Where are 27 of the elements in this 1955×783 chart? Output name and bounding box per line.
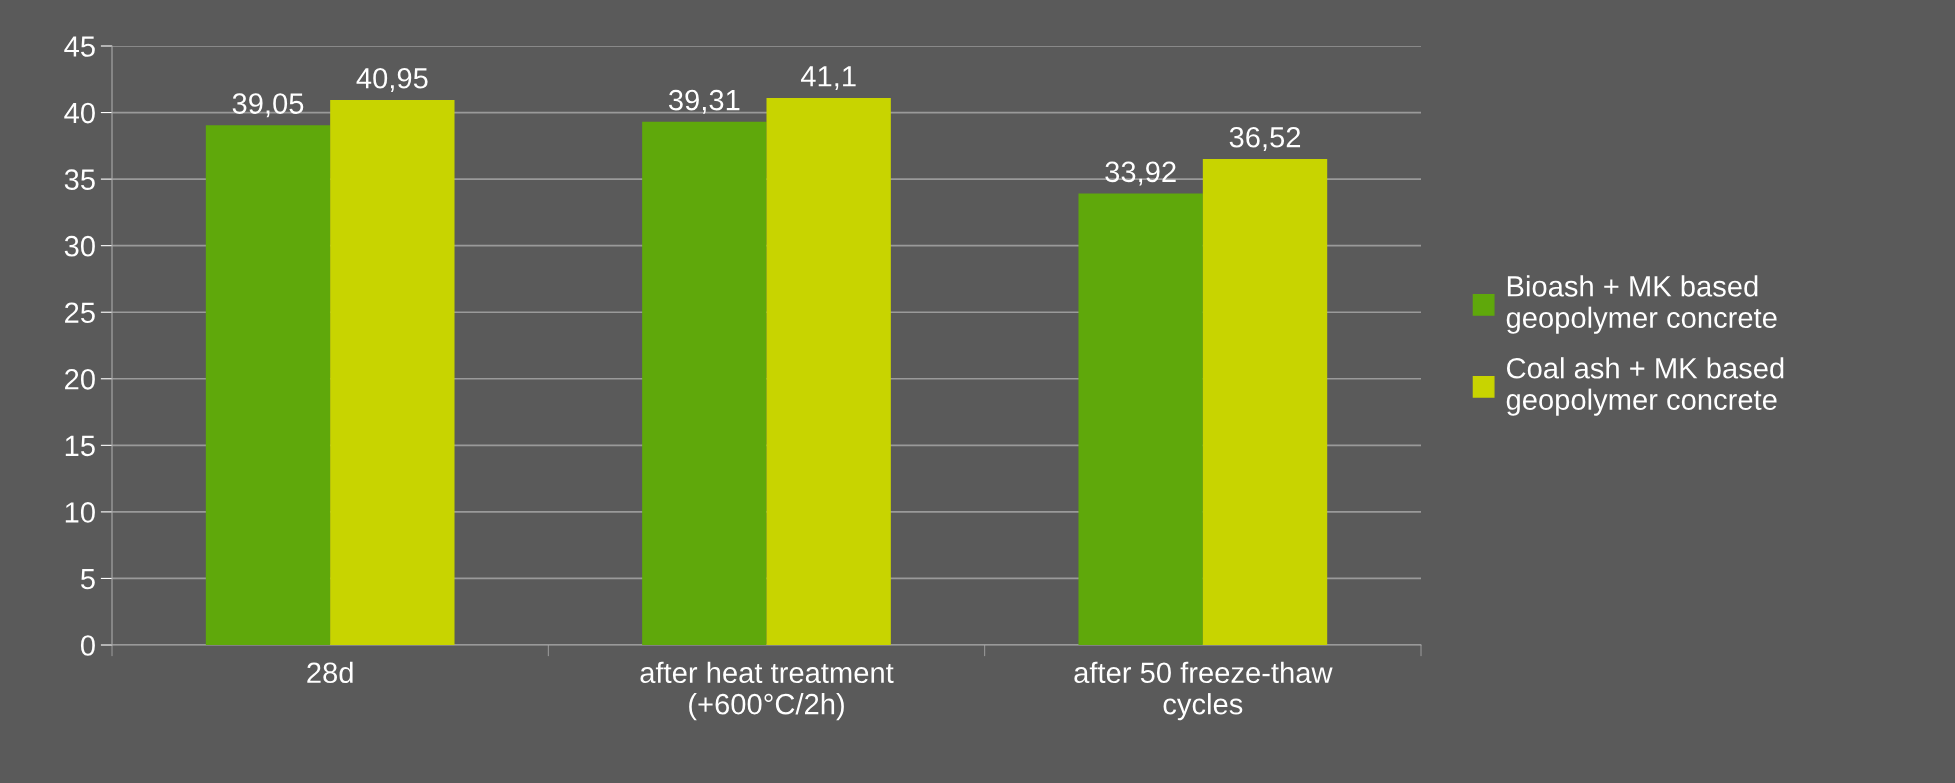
- bar: [642, 121, 767, 645]
- y-tick-label: 20: [65, 368, 95, 390]
- data-label: 41,1: [800, 66, 856, 91]
- y-tick-label: 0: [80, 635, 95, 656]
- bar: [1202, 158, 1328, 645]
- y-tick-label: 30: [64, 235, 95, 257]
- x-tick-label: after heat treatment (+600°C/2h): [640, 661, 894, 721]
- bar: [1078, 193, 1203, 645]
- data-label: 36,52: [1229, 126, 1301, 151]
- y-tick-label: 15: [65, 435, 95, 457]
- legend-label: Coal ash + MK based geopolymer concrete: [1506, 357, 1784, 416]
- bar: [205, 125, 331, 645]
- y-tick-label: 40: [64, 102, 95, 124]
- x-tick-label: after 50 freeze-thaw cycles: [1074, 661, 1333, 721]
- y-tick-label: 10: [65, 502, 95, 523]
- y-tick-label: 25: [65, 302, 95, 324]
- y-tick-label: 35: [64, 169, 95, 190]
- bar: [766, 97, 891, 645]
- bar: [330, 99, 455, 645]
- data-label: 33,92: [1105, 161, 1176, 186]
- y-tick-label: 45: [64, 36, 95, 57]
- data-label: 40,95: [356, 67, 428, 93]
- data-label: 39,31: [668, 89, 740, 114]
- legend-label: Bioash + MK based geopolymer concrete: [1506, 275, 1777, 334]
- y-tick-label: 5: [80, 568, 95, 590]
- x-tick-label: 28d: [307, 661, 353, 684]
- data-label: 39,05: [232, 93, 304, 118]
